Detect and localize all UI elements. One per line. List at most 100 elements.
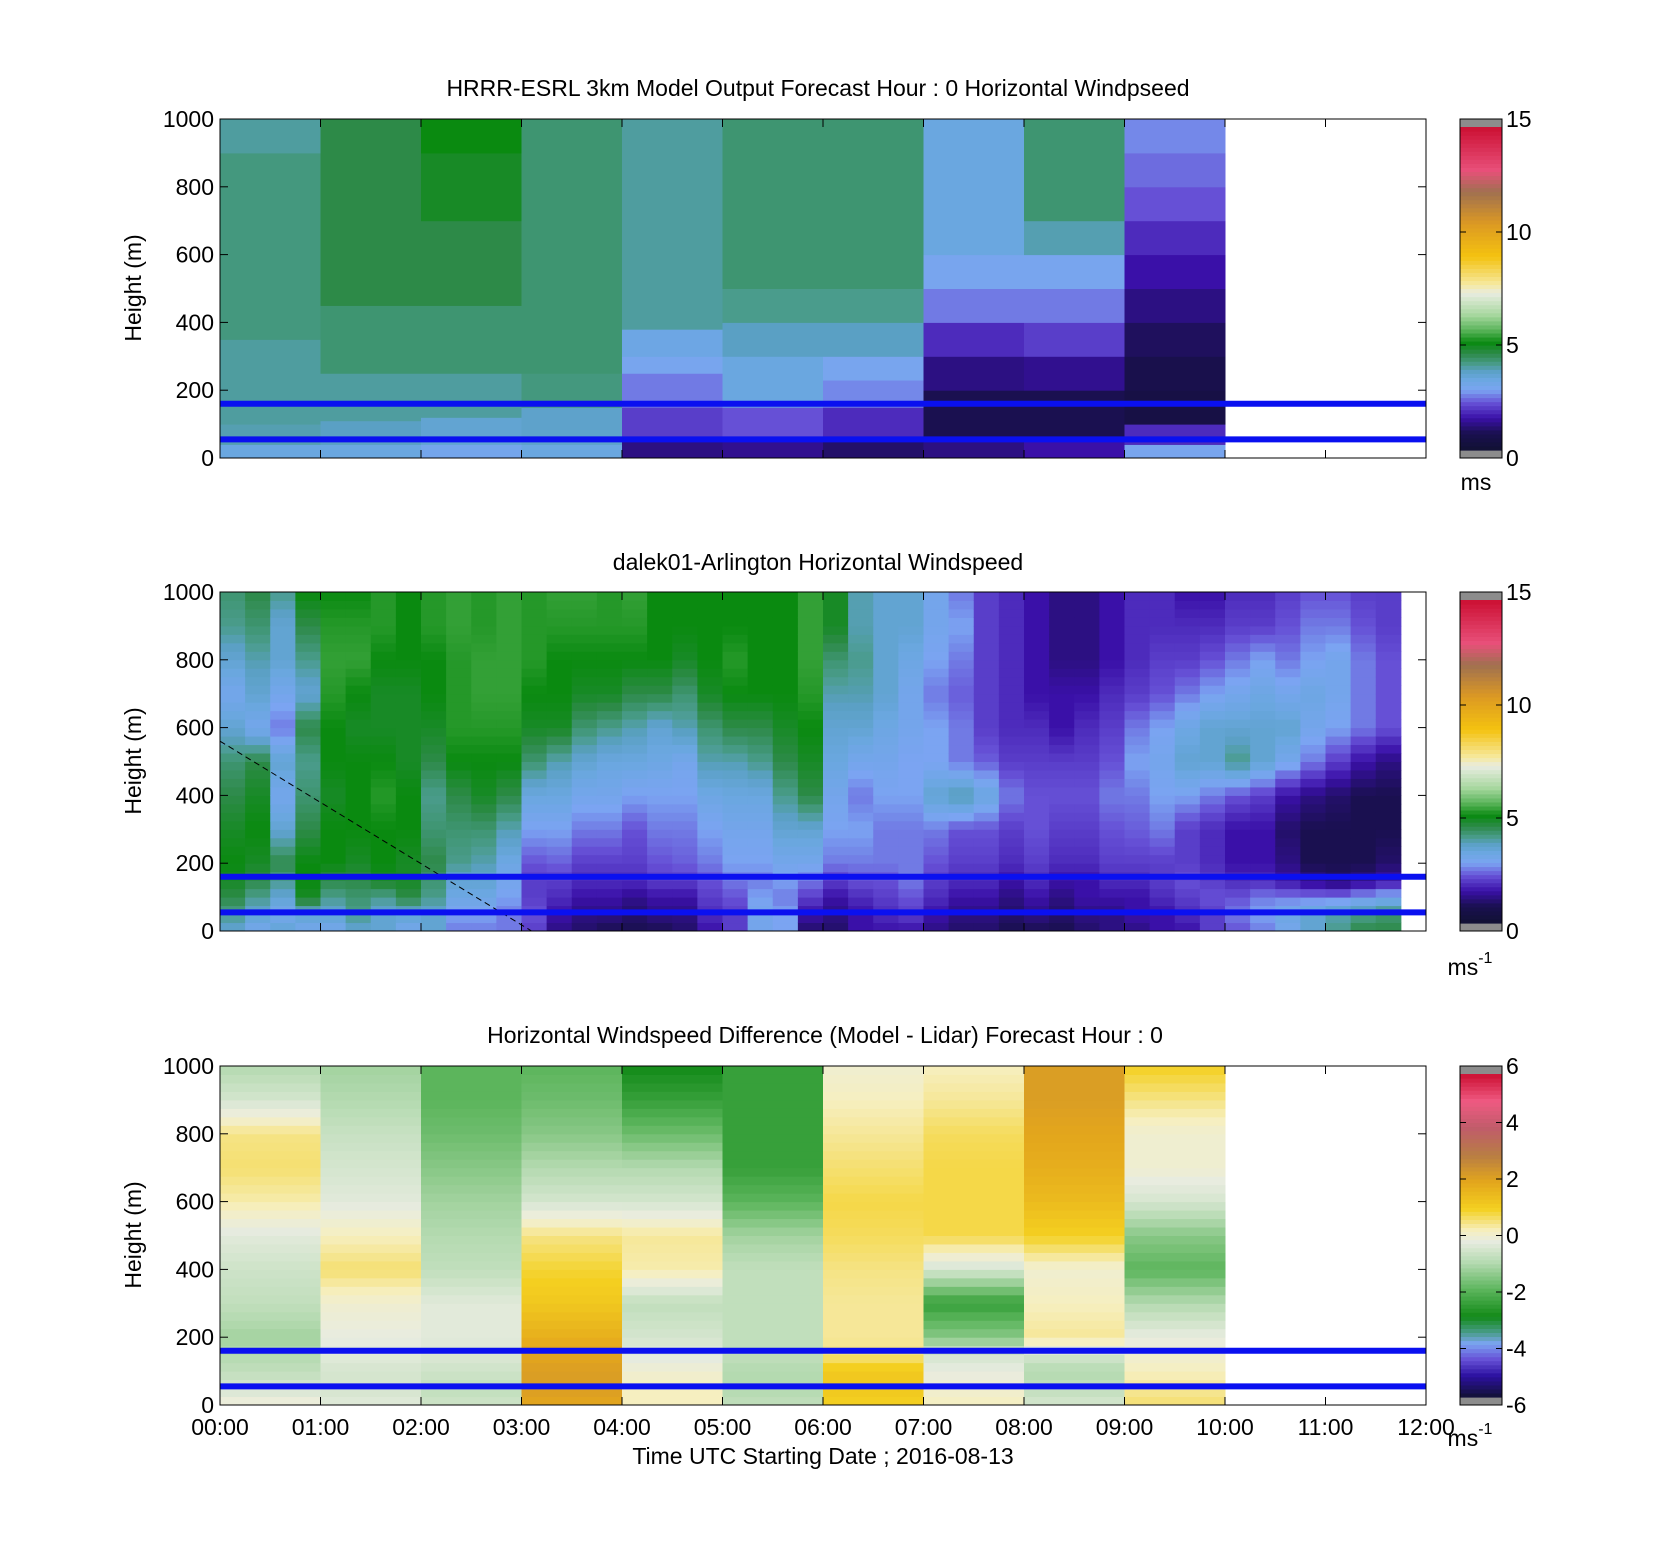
heatmap-cell — [1099, 837, 1125, 847]
heatmap-cell — [1149, 592, 1176, 601]
heatmap-cell — [772, 846, 799, 856]
heatmap-cell — [672, 820, 698, 830]
heatmap-cell — [546, 668, 573, 678]
heatmap-cell — [923, 1074, 1025, 1084]
heatmap-cell — [1024, 702, 1050, 712]
panel-difference-colorbar-unit: ms-1 — [1448, 1421, 1493, 1451]
heatmap-cell — [295, 829, 321, 839]
heatmap-cell — [998, 625, 1025, 635]
heatmap-cell — [1350, 727, 1377, 737]
heatmap-cell — [471, 803, 497, 813]
heatmap-cell — [772, 702, 799, 712]
heatmap-cell — [1275, 880, 1301, 890]
heatmap-cell — [1024, 1091, 1125, 1101]
heatmap-cell — [898, 617, 924, 627]
heatmap-cell — [873, 744, 899, 754]
heatmap-cell — [1024, 812, 1050, 822]
heatmap-cell — [496, 778, 522, 788]
heatmap-cell — [1350, 617, 1377, 627]
heatmap-cell — [1375, 710, 1402, 720]
heatmap-cell — [1174, 761, 1201, 771]
heatmap-cell — [295, 769, 321, 779]
heatmap-cell — [1124, 1184, 1226, 1194]
heatmap-cell — [245, 761, 271, 771]
heatmap-cell — [722, 119, 824, 289]
heatmap-cell — [1124, 1176, 1226, 1186]
heatmap-cell — [421, 651, 447, 661]
heatmap-cell — [898, 608, 924, 618]
colorbar-swatch — [1460, 809, 1502, 815]
heatmap-cell — [1124, 702, 1151, 712]
colorbar-swatch — [1460, 1074, 1502, 1079]
heatmap-cell — [1199, 880, 1226, 890]
heatmap-cell — [1275, 786, 1301, 796]
heatmap-cell — [923, 634, 950, 644]
heatmap-cell — [596, 854, 623, 864]
heatmap-cell — [421, 668, 447, 678]
heatmap-cell — [220, 693, 246, 703]
heatmap-cell — [245, 592, 271, 601]
heatmap-cell — [320, 1066, 422, 1075]
heatmap-cell — [596, 608, 623, 618]
heatmap-cell — [1174, 854, 1201, 864]
colorbar-swatch — [1460, 777, 1502, 783]
heatmap-cell — [1124, 795, 1151, 805]
heatmap-cell — [1325, 668, 1352, 678]
heatmap-cell — [1375, 642, 1402, 652]
heatmap-cell — [421, 617, 447, 627]
heatmap-cell — [998, 744, 1025, 754]
heatmap-cell — [672, 744, 698, 754]
heatmap-cell — [672, 829, 698, 839]
heatmap-cell — [722, 1116, 824, 1126]
heatmap-cell — [220, 1091, 321, 1101]
heatmap-cell — [948, 803, 975, 813]
heatmap-cell — [1325, 592, 1352, 601]
heatmap-cell — [722, 812, 749, 822]
heatmap-cell — [345, 778, 372, 788]
heatmap-cell — [1275, 922, 1301, 932]
heatmap-cell — [797, 651, 824, 661]
heatmap-cell — [873, 812, 899, 822]
heatmap-cell — [521, 1371, 623, 1381]
heatmap-cell — [546, 897, 573, 907]
heatmap-cell — [270, 863, 296, 873]
heatmap-cell — [1074, 897, 1100, 907]
heatmap-cell — [1275, 693, 1301, 703]
heatmap-cell — [245, 608, 271, 618]
heatmap-cell — [873, 719, 899, 729]
heatmap-cell — [471, 744, 497, 754]
heatmap-cell — [1225, 880, 1251, 890]
heatmap-cell — [973, 880, 1000, 890]
heatmap-cell — [923, 1252, 1025, 1262]
heatmap-cell — [1024, 1337, 1125, 1347]
heatmap-cell — [1099, 600, 1125, 610]
heatmap-cell — [496, 727, 522, 737]
heatmap-cell — [823, 437, 924, 459]
heatmap-cell — [747, 803, 774, 813]
heatmap-cell — [270, 880, 296, 890]
heatmap-cell — [747, 761, 774, 771]
heatmap-cell — [722, 634, 749, 644]
heatmap-cell — [622, 914, 648, 924]
heatmap-cell — [421, 1227, 522, 1236]
heatmap-cell — [521, 1193, 623, 1203]
heatmap-cell — [1124, 1269, 1226, 1279]
heatmap-cell — [220, 1108, 321, 1118]
heatmap-cell — [345, 592, 372, 601]
heatmap-cell — [1024, 744, 1050, 754]
heatmap-cell — [1225, 693, 1251, 703]
heatmap-cell — [1350, 710, 1377, 720]
colorbar-swatch — [1460, 1162, 1502, 1168]
heatmap-cell — [270, 753, 296, 762]
heatmap-cell — [722, 659, 749, 669]
heatmap-cell — [521, 617, 548, 627]
heatmap-cell — [496, 888, 522, 898]
colorbar-swatch — [1460, 1170, 1502, 1176]
heatmap-cell — [697, 719, 723, 729]
heatmap-cell — [823, 642, 849, 652]
colorbar-swatch — [1460, 284, 1502, 290]
heatmap-cell — [245, 914, 271, 924]
heatmap-cell — [571, 888, 598, 898]
y-tick-label: 600 — [176, 242, 214, 268]
heatmap-cell — [1275, 668, 1301, 678]
